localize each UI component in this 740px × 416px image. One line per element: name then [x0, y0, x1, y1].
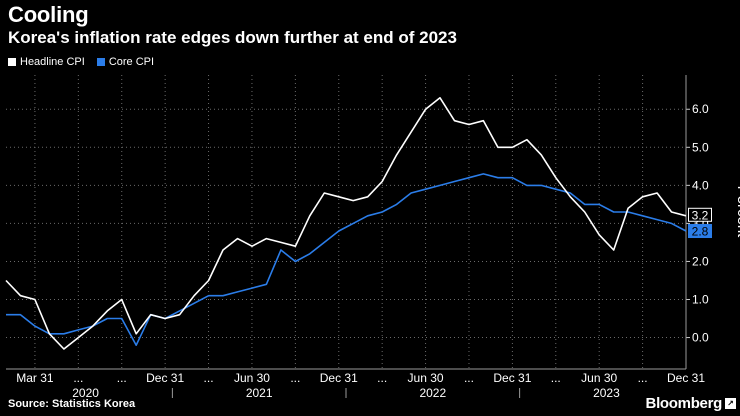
end-value-label-headline: 3.2	[692, 208, 709, 222]
end-label-box-inner	[689, 208, 711, 221]
y-tick-label: 0.0	[692, 331, 709, 345]
y-tick-label: 1.0	[692, 293, 709, 307]
chart-title: Cooling	[8, 2, 89, 27]
y-axis-title: Percent	[734, 186, 740, 239]
source-note: Source: Statistics Korea	[8, 398, 136, 410]
y-tick-label: 5.0	[692, 140, 709, 154]
legend-swatch-headline	[8, 58, 16, 66]
year-label: 2021	[246, 386, 273, 400]
x-tick-label: Jun 30	[234, 371, 270, 385]
x-tick-label: ...	[204, 371, 214, 385]
legend-swatch-core	[96, 58, 105, 66]
x-tick-label: Dec 31	[667, 371, 705, 385]
end-label-box-core	[688, 224, 712, 239]
x-tick-label: Dec 31	[146, 371, 184, 385]
x-tick-label: ...	[73, 371, 83, 385]
y-tick-label: 4.0	[692, 178, 709, 192]
chart-subtitle: Korea's inflation rate edges down furthe…	[8, 28, 457, 47]
legend-item-headline: Headline CPI	[8, 56, 85, 68]
series-line-core-cpi	[6, 173, 687, 347]
legend: Headline CPI Core CPI	[8, 56, 154, 68]
brand-logo: Bloomberg	[645, 395, 723, 412]
x-tick-label: Jun 30	[581, 371, 617, 385]
y-tick-label: 2.0	[692, 254, 709, 268]
end-value-label-core: 2.8	[692, 225, 709, 239]
x-tick-label: ...	[464, 371, 474, 385]
legend-item-core: Core CPI	[96, 56, 155, 68]
legend-label-headline: Headline CPI	[20, 56, 85, 68]
x-tick-label: Dec 31	[493, 371, 531, 385]
x-tick-label: ...	[638, 371, 648, 385]
series-line-headline-cpi	[5, 97, 687, 350]
brand-arrow-icon: ↗	[725, 398, 736, 409]
x-tick-label: Dec 31	[320, 371, 358, 385]
x-tick-label: ...	[377, 371, 387, 385]
year-label: 2022	[419, 386, 446, 400]
y-tick-label: 6.0	[692, 102, 709, 116]
year-label: 2023	[593, 386, 620, 400]
x-tick-label: ...	[290, 371, 300, 385]
x-tick-label: Mar 31	[16, 371, 54, 385]
x-tick-label: Jun 30	[408, 371, 444, 385]
year-label: 2020	[72, 386, 99, 400]
legend-label-core: Core CPI	[108, 56, 155, 68]
x-tick-label: ...	[551, 371, 561, 385]
x-tick-label: ...	[117, 371, 127, 385]
